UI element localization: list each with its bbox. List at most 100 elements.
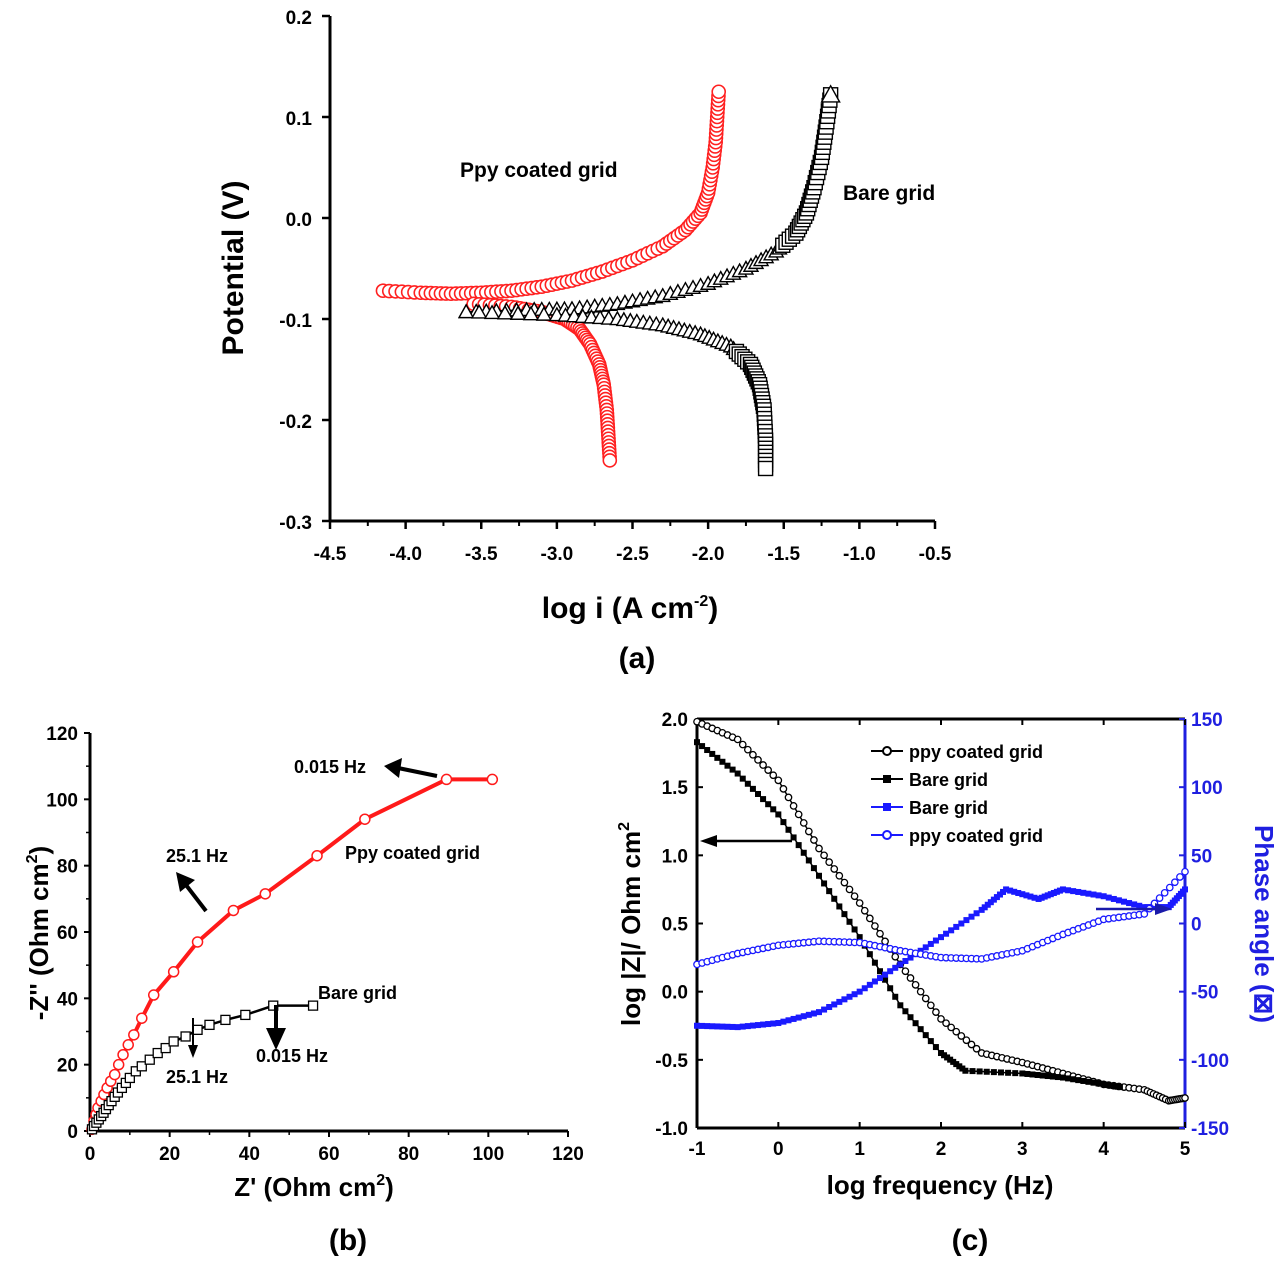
data-point [794, 810, 803, 819]
x-tick-label: -1.5 [767, 544, 800, 565]
data-point [719, 1023, 726, 1030]
data-point [1053, 888, 1060, 895]
y-tick-label: -0.2 [279, 412, 312, 433]
panel-c-arrows [700, 835, 1172, 915]
y-right-tick-label: 50 [1191, 846, 1212, 867]
data-point [1038, 894, 1045, 901]
data-point [259, 888, 272, 900]
x-tick-label: 0 [773, 1139, 784, 1160]
data-point [938, 1050, 944, 1057]
data-point [749, 750, 757, 759]
series-line [466, 94, 832, 313]
data-point [953, 1061, 960, 1068]
data-point [755, 790, 761, 797]
data-point [944, 1054, 951, 1061]
data-point [227, 904, 240, 917]
data-point [711, 84, 727, 100]
x-tick-label: 0 [85, 1144, 96, 1165]
data-point [876, 929, 884, 938]
data-point [147, 989, 160, 1001]
x-tick-label: -0.5 [919, 544, 952, 565]
data-point [734, 770, 741, 777]
data-point [775, 811, 782, 818]
panel-c-left-axis-label: log |Z|/ Ohm cm2 [616, 822, 646, 1026]
data-point [892, 964, 899, 971]
data-point [765, 1021, 772, 1028]
y-right-tick-label: -100 [1191, 1051, 1229, 1072]
data-point [192, 1024, 203, 1035]
data-point [861, 985, 868, 992]
data-point [1100, 893, 1107, 900]
legend-item: ppy coated grid [871, 742, 1043, 762]
x-tick-label: 60 [318, 1144, 339, 1165]
data-point [1041, 893, 1048, 900]
data-point [907, 1014, 914, 1021]
panel-a-x-tick-labels: -4.5 -4.0 -3.5 -3.0 -2.5 -2.0 -1.5 -1.0 -0.5 [314, 544, 952, 565]
data-point [1060, 1074, 1066, 1081]
data-point [1182, 886, 1188, 893]
data-point [470, 303, 488, 319]
data-point [958, 920, 965, 927]
data-point [760, 1021, 767, 1028]
data-point [841, 996, 848, 1003]
data-point [911, 980, 920, 989]
panel-b-series [86, 773, 499, 1136]
data-point [922, 944, 929, 951]
series-bare-grid [457, 84, 841, 477]
data-point [967, 1040, 976, 1049]
data-point [739, 1023, 746, 1030]
data-point [959, 1065, 966, 1072]
data-point [734, 1024, 741, 1031]
caption-b: (b) [329, 1224, 367, 1257]
x-tick-label: 5 [1180, 1139, 1191, 1160]
data-point [167, 966, 180, 978]
y-tick-label: 0.1 [286, 109, 313, 130]
legend-item: Bare grid [871, 770, 988, 790]
data-point [168, 1036, 179, 1047]
data-point [1044, 892, 1051, 899]
data-point [932, 1008, 940, 1016]
ppy-high-freq-label: 25.1 Hz [166, 846, 228, 866]
data-point [535, 306, 553, 321]
y-tick-label: 80 [57, 857, 78, 878]
data-point [108, 1068, 121, 1081]
data-point [866, 981, 873, 988]
data-point [922, 1032, 929, 1039]
data-point [810, 836, 818, 844]
data-point [969, 1068, 976, 1075]
caption-c: (c) [952, 1224, 989, 1257]
data-point [860, 906, 869, 915]
data-point [990, 1069, 997, 1076]
data-point [866, 951, 873, 958]
data-point [789, 802, 798, 810]
data-point [719, 758, 726, 765]
data-point [993, 894, 1000, 901]
x-tick-label: 4 [1098, 1139, 1109, 1160]
data-point [724, 1023, 731, 1030]
series-ppy-coated-grid [86, 773, 499, 1136]
data-point [1039, 1072, 1046, 1079]
data-point [1150, 904, 1157, 911]
panel-b: 0 20 40 60 80 100 120 0 20 40 60 80 100 120 0.015 Hz… [24, 724, 584, 1257]
data-point [846, 993, 853, 1000]
data-point [891, 952, 900, 961]
data-point [826, 888, 833, 895]
data-point [440, 773, 453, 786]
data-point [963, 917, 970, 924]
data-point [1056, 887, 1063, 894]
y-right-tick-label: 150 [1191, 710, 1223, 731]
data-point [704, 747, 711, 754]
data-point [694, 739, 700, 746]
data-point [835, 871, 844, 880]
x-tick-label: -4.0 [389, 544, 422, 565]
x-tick-label: 40 [239, 1144, 260, 1165]
data-point [602, 453, 618, 468]
data-point [1049, 1073, 1056, 1080]
data-point [749, 785, 756, 792]
data-point [1165, 883, 1174, 892]
y-right-tick-label: -50 [1191, 983, 1218, 1004]
data-point [997, 1069, 1004, 1076]
panel-a: -4.5 -4.0 -3.5 -3.0 -2.5 -2.0 -1.5 -1.0 -0.5 -0.… [217, 8, 952, 675]
data-point [759, 761, 767, 769]
